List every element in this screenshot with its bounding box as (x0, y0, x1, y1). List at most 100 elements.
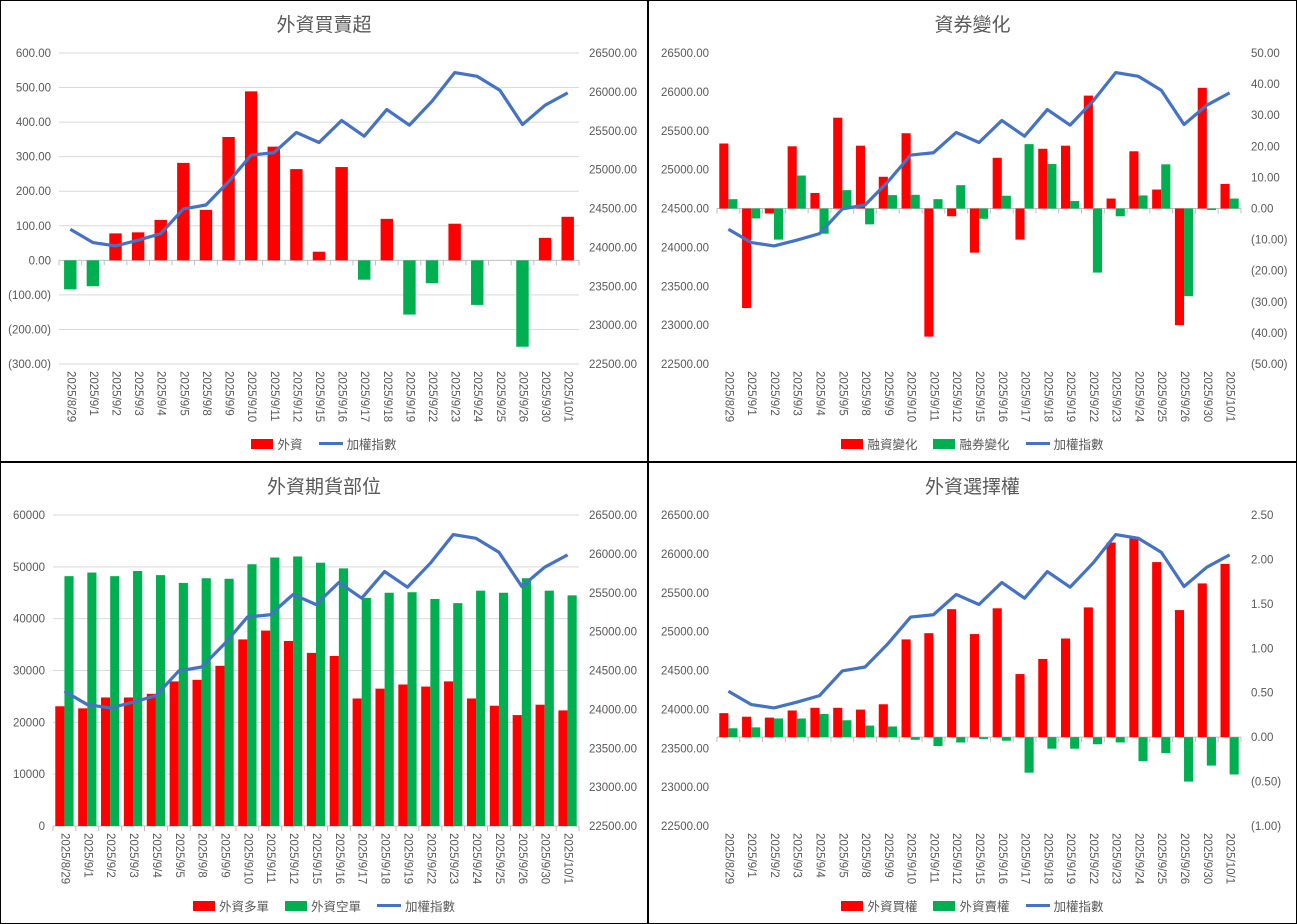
category-label: 2025/9/9 (223, 371, 235, 416)
category-label: 2025/10/1 (562, 833, 574, 884)
bar-series2 (1047, 164, 1057, 209)
bar-series2 (751, 727, 761, 738)
category-label: 2025/9/9 (882, 833, 894, 878)
category-label: 2025/9/23 (1110, 371, 1122, 422)
legend-label: 加權指數 (1053, 899, 1104, 914)
category-label: 2025/9/26 (1178, 833, 1190, 884)
bar-series1 (1152, 562, 1162, 738)
bar-series2 (361, 597, 371, 826)
bar-series1 (169, 681, 179, 826)
chart-legend: 融資變化 融券變化 加權指數 (649, 434, 1296, 453)
bar-series2 (1092, 208, 1103, 273)
category-label: 2025/9/16 (996, 371, 1008, 422)
category-label: 2025/9/8 (859, 833, 871, 878)
category-label: 2025/9/5 (836, 371, 848, 416)
bar-series1 (215, 665, 225, 826)
category-label: 2025/9/3 (791, 371, 803, 416)
category-label: 2025/9/18 (1041, 371, 1053, 422)
left-axis-tick-label: 600.00 (16, 48, 51, 60)
category-label: 2025/9/2 (768, 371, 780, 416)
category-label: 2025/9/12 (290, 371, 302, 422)
bar-series2 (819, 714, 829, 738)
left-axis-tick-label: 30000 (13, 666, 45, 678)
category-label: 2025/9/23 (1110, 833, 1122, 884)
category-label: 2025/9/15 (313, 371, 325, 422)
bar-series2 (956, 185, 966, 209)
right-axis-tick-label: 26000.00 (589, 549, 637, 561)
category-label: 2025/9/12 (287, 833, 299, 884)
bar-series2 (1001, 195, 1011, 209)
bar-series2 (1070, 201, 1080, 209)
bar-series1 (719, 713, 729, 738)
left-axis-tick-label: 23500.00 (661, 743, 709, 755)
bar-series2 (110, 576, 120, 826)
category-label: 2025/9/1 (745, 371, 757, 416)
bar-series2 (430, 598, 440, 826)
bar-series2 (1047, 737, 1057, 749)
bar-series1 (352, 698, 362, 826)
right-axis-tick-label: 2.50 (1251, 510, 1273, 522)
left-axis-tick-label: 20000 (13, 717, 45, 729)
left-axis-tick-label: (200.00) (8, 324, 51, 336)
left-axis-tick-label: 10000 (13, 769, 45, 781)
right-axis-tick-label: (0.50) (1251, 777, 1281, 789)
right-axis-tick-label: 20.00 (1251, 141, 1280, 153)
bar-series2 (1184, 737, 1194, 782)
left-axis-tick-label: 23000.00 (661, 320, 709, 332)
category-label: 2025/9/24 (1132, 833, 1144, 885)
category-label: 2025/9/12 (950, 833, 962, 884)
left-axis-tick-label: 25000.00 (661, 165, 709, 177)
category-label: 2025/9/11 (264, 833, 276, 883)
bar-series2 (865, 725, 875, 738)
right-axis-tick-label: 1.00 (1251, 643, 1273, 655)
bar-series2 (567, 595, 577, 826)
legend-bar-swatch-icon (251, 438, 274, 449)
bar-series1 (78, 708, 88, 826)
category-label: 2025/9/10 (241, 833, 253, 884)
left-axis-tick-label: 60000 (13, 510, 45, 522)
category-label: 2025/9/8 (196, 833, 208, 878)
legend-line-swatch-icon (1025, 904, 1050, 907)
left-axis-tick-label: 26000.00 (661, 87, 709, 99)
bar-series2 (453, 603, 463, 826)
foreign-futures-chart-panel: 外資期貨部位 60000 50000 40000 30000 20000 10000 0 26… (0, 462, 648, 924)
bar-series1 (192, 679, 202, 826)
bar-series1 (154, 219, 167, 261)
bar-series1 (335, 167, 348, 261)
category-label: 2025/9/25 (494, 371, 506, 422)
category-label: 2025/9/19 (401, 833, 413, 884)
bar-series2 (1161, 164, 1171, 209)
category-label: 2025/9/25 (493, 833, 505, 884)
bar-series1 (1083, 95, 1093, 209)
bar-series1 (992, 157, 1002, 209)
legend-bar-swatch-icon (841, 438, 864, 449)
right-axis-tick-label: 26500.00 (589, 48, 637, 60)
legend-label: 外資賣權 (959, 899, 1010, 914)
category-label: 2025/9/23 (449, 371, 461, 422)
category-label: 2025/9/30 (539, 371, 551, 422)
bar-series2 (178, 582, 188, 826)
bar-series1 (558, 710, 568, 826)
bar-series1 (471, 260, 484, 305)
left-axis-tick-label: 26000.00 (661, 549, 709, 561)
category-label: 2025/9/10 (245, 371, 257, 422)
bar-series2 (1024, 144, 1034, 209)
bar-series2 (842, 720, 852, 738)
bar-series2 (887, 195, 897, 209)
bar-series2 (1229, 737, 1239, 775)
category-label: 2025/9/26 (516, 833, 528, 884)
bar-series2 (1138, 195, 1148, 209)
bar-series1 (312, 251, 326, 261)
bar-series1 (425, 260, 439, 284)
bar-series1 (855, 709, 866, 738)
legend-item: 加權指數 (1025, 434, 1104, 453)
bar-series1 (719, 143, 729, 209)
bar-series1 (901, 133, 911, 209)
category-label: 2025/9/1 (745, 833, 757, 878)
bar-series1 (380, 218, 394, 261)
bar-series1 (375, 688, 385, 826)
category-label: 2025/9/24 (470, 833, 482, 885)
right-axis-tick-label: (40.00) (1251, 328, 1288, 340)
bar-series1 (244, 91, 258, 261)
bar-series1 (261, 630, 271, 826)
